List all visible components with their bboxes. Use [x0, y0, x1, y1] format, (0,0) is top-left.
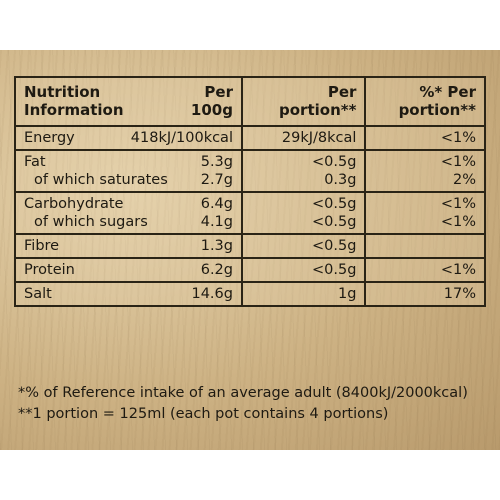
per-100g-value: 5.3g: [200, 154, 233, 170]
nutrient-cell: Carbohydrate 6.4g of which sugars 4.1g: [15, 192, 242, 234]
per-100g-value: 6.2g: [200, 262, 233, 278]
ri-value: <1%: [440, 262, 476, 278]
ri-cell: <1% <1%: [364, 192, 485, 234]
per-100g-value: 14.6g: [191, 286, 233, 302]
per-portion-value: <0.5g: [312, 238, 357, 254]
nutrient-cell: Fibre 1.3g: [15, 234, 242, 258]
nutrient-cell: Fat 5.3g of which saturates 2.7g: [15, 150, 242, 192]
nutrient-label: Fibre: [24, 238, 60, 254]
footnote-reference-intake: *% of Reference intake of an average adu…: [18, 385, 468, 401]
per-portion-value: <0.5g: [312, 196, 357, 212]
ri-cell: 17%: [364, 282, 485, 306]
per-portion-cell: 1g: [240, 282, 366, 306]
nutrition-table: Nutrition Information Per 100g Per portion*…: [14, 76, 486, 307]
table-header-row: Nutrition Information Per 100g Per portion*…: [15, 77, 485, 126]
nutrient-cell: Salt 14.6g: [15, 282, 242, 306]
ri-value: 2%: [452, 172, 476, 188]
header-nutrition-information: Nutrition Information Per 100g: [24, 83, 233, 119]
table-row: Fibre 1.3g <0.5g: [15, 234, 485, 258]
ri-value: 17%: [443, 286, 476, 302]
per-100g-value: 1.3g: [200, 238, 233, 254]
footnote-portion-size: **1 portion = 125ml (each pot contains 4…: [18, 406, 389, 422]
nutrient-label: Protein: [24, 262, 75, 278]
per-portion-value: 0.3g: [324, 172, 357, 188]
nutrient-label: of which saturates: [34, 172, 168, 188]
per-100g-value: 418kJ/100kcal: [130, 130, 233, 146]
ri-cell: <1%: [364, 258, 485, 282]
ri-value: [374, 237, 476, 255]
ri-cell: [364, 234, 485, 258]
per-portion-cell: <0.5g <0.5g: [240, 192, 366, 234]
per-portion-value: 29kJ/8kcal: [281, 130, 357, 146]
ri-value: <1%: [440, 214, 476, 230]
per-100g-value: 6.4g: [200, 196, 233, 212]
per-portion-cell: <0.5g: [240, 234, 366, 258]
per-100g-value: 4.1g: [200, 214, 233, 230]
per-portion-cell: 29kJ/8kcal: [240, 126, 366, 150]
per-portion-cell: <0.5g 0.3g: [240, 150, 366, 192]
per-100g-value: 2.7g: [200, 172, 233, 188]
nutrient-label: Carbohydrate: [24, 196, 124, 212]
ri-cell: <1%: [364, 126, 485, 150]
table-row: Fat 5.3g of which saturates 2.7g <0.5g 0.3g <1…: [15, 150, 485, 192]
nutrient-cell: Energy 418kJ/100kcal: [15, 126, 242, 150]
table-row: Carbohydrate 6.4g of which sugars 4.1g <0.5g…: [15, 192, 485, 234]
table-row: Energy 418kJ/100kcal 29kJ/8kcal <1%: [15, 126, 485, 150]
header-per-100g: Per 100g: [190, 83, 233, 119]
ri-value: <1%: [440, 154, 476, 170]
nutrient-label: Fat: [24, 154, 46, 170]
per-portion-value: 1g: [338, 286, 357, 302]
nutrient-cell: Protein 6.2g: [15, 258, 242, 282]
nutrient-label: of which sugars: [34, 214, 148, 230]
per-portion-value: <0.5g: [312, 214, 357, 230]
ri-value: <1%: [440, 130, 476, 146]
per-portion-value: <0.5g: [312, 262, 357, 278]
nutrient-label: Energy: [24, 130, 75, 146]
per-portion-value: <0.5g: [312, 154, 357, 170]
header-ri-per-portion: %* Per portion**: [364, 77, 485, 126]
ri-cell: <1% 2%: [364, 150, 485, 192]
table-row: Salt 14.6g 1g 17%: [15, 282, 485, 306]
nutrient-label: Salt: [24, 286, 52, 302]
header-per-portion: Per portion**: [240, 77, 366, 126]
table-row: Protein 6.2g <0.5g <1%: [15, 258, 485, 282]
ri-value: <1%: [440, 196, 476, 212]
per-portion-cell: <0.5g: [240, 258, 366, 282]
